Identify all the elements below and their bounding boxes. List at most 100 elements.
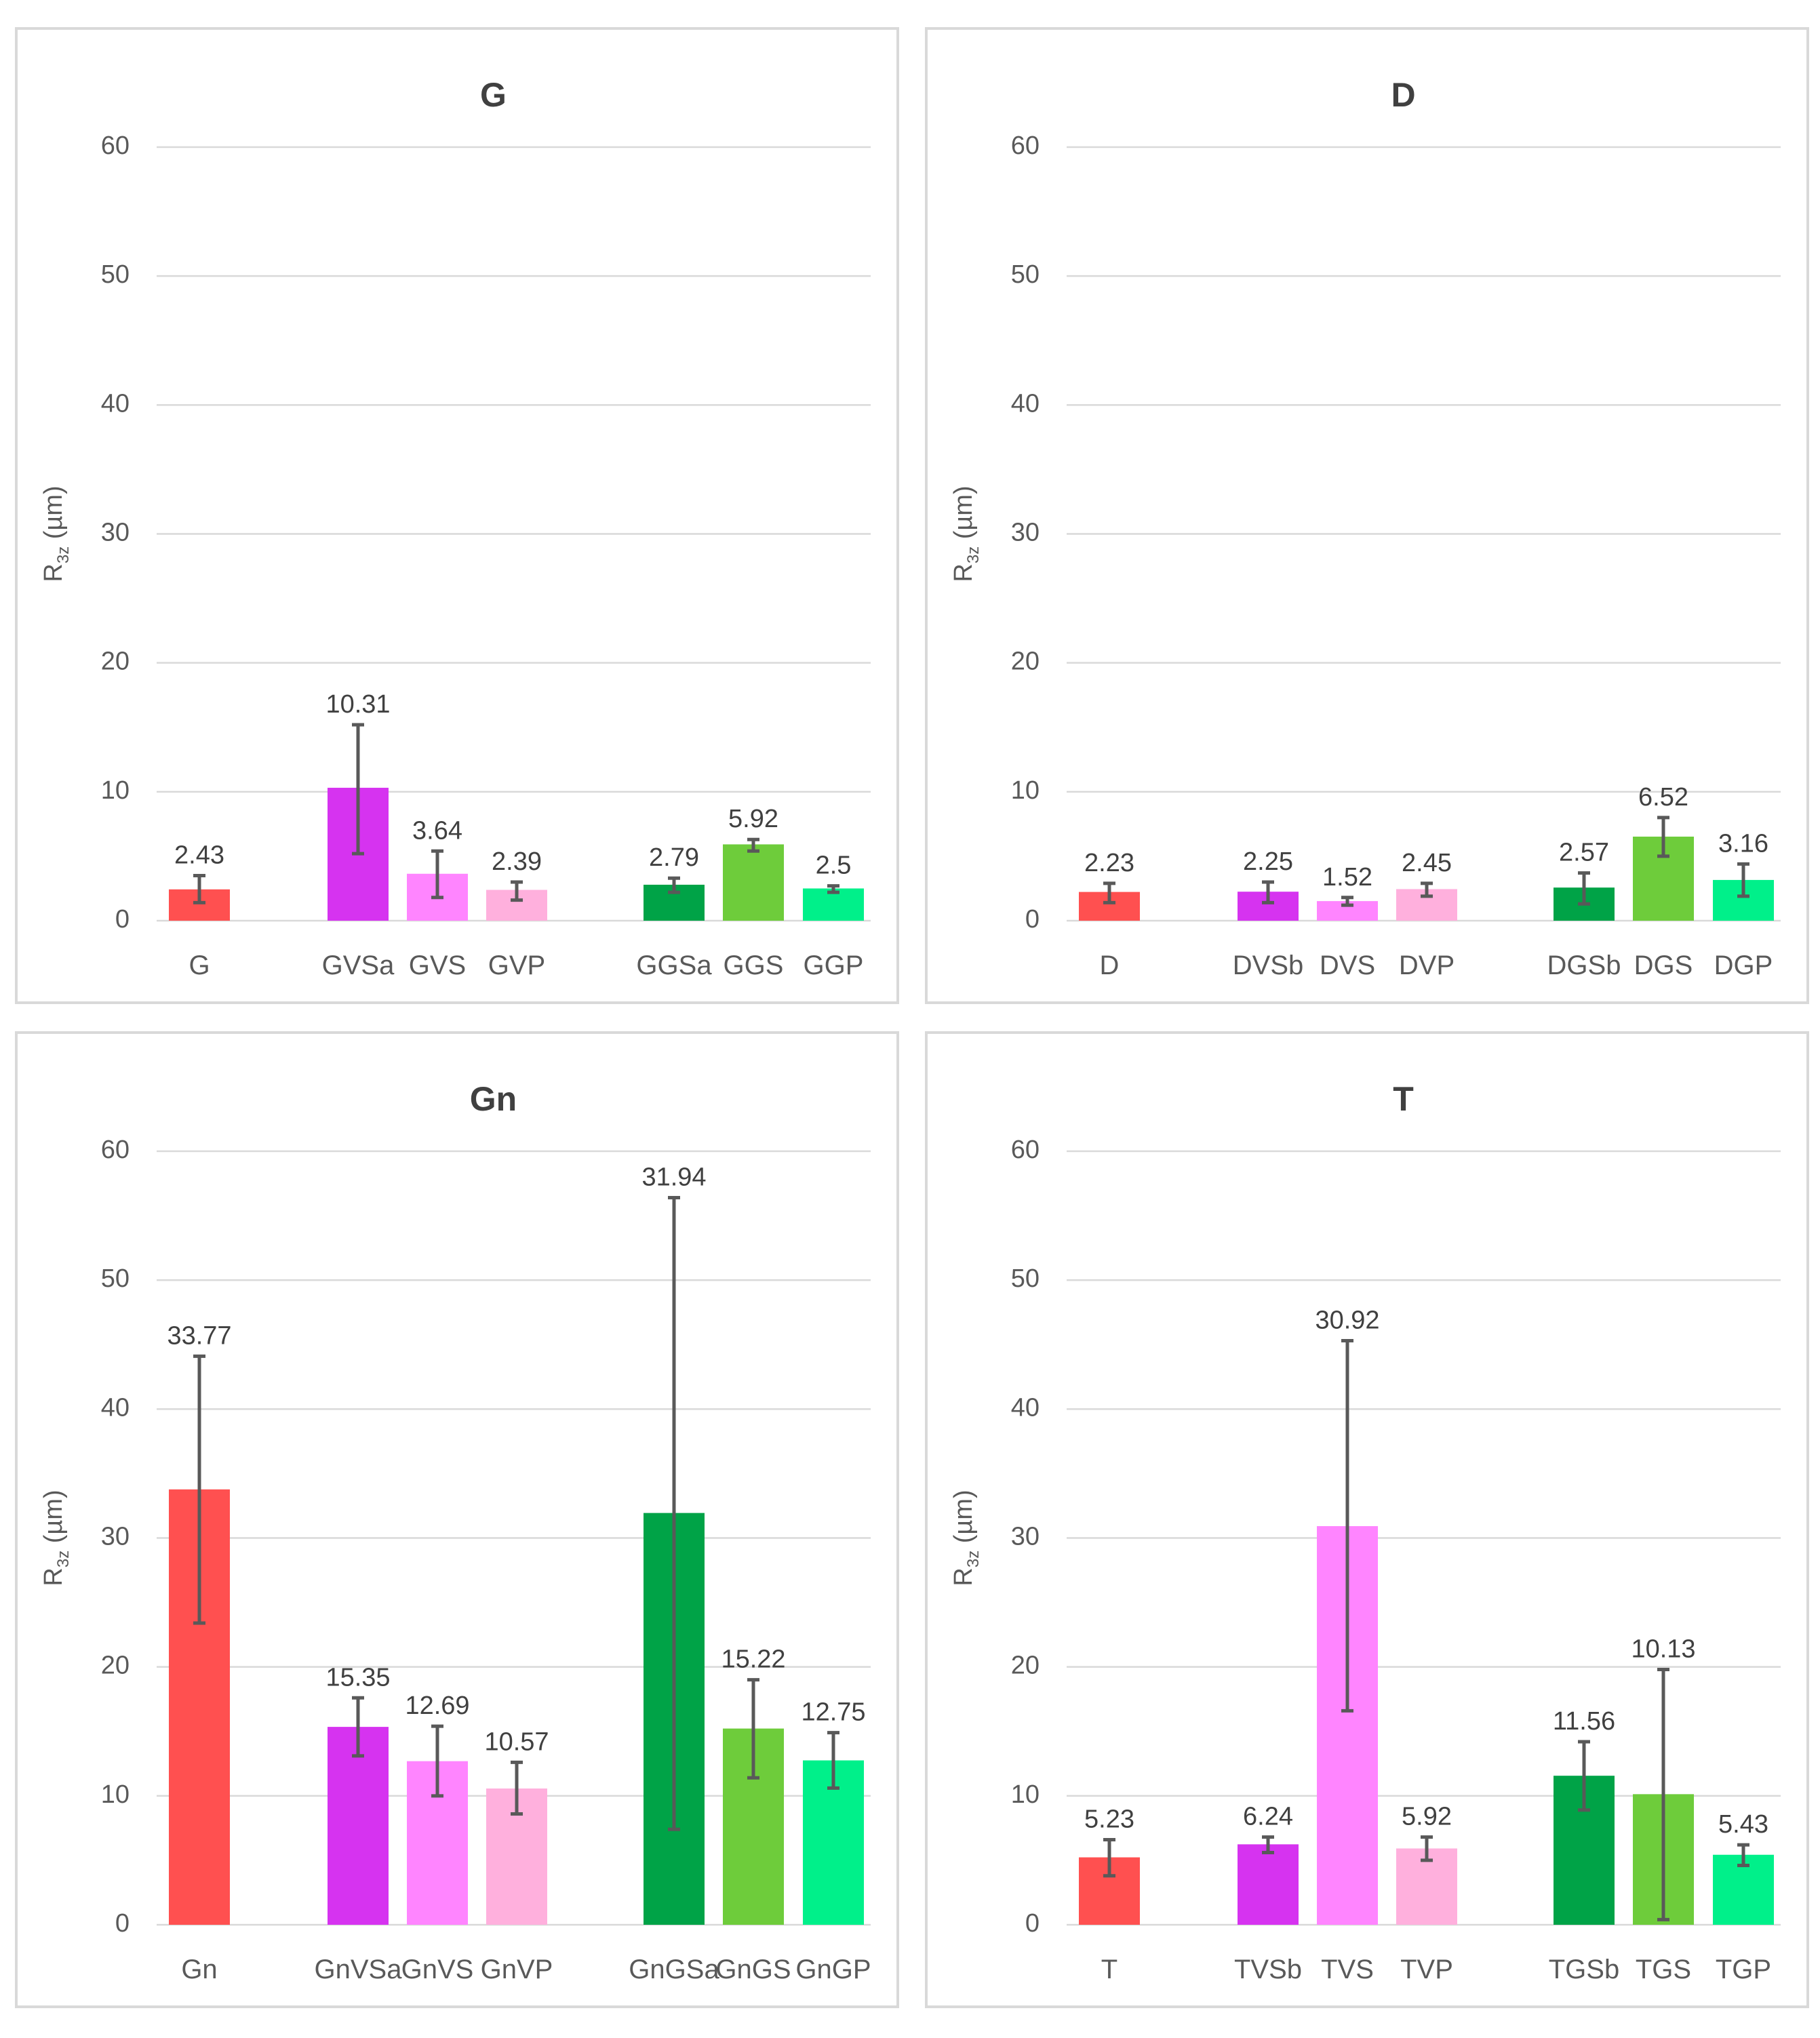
error-bar-tvsb (1262, 1835, 1274, 1855)
y-axis-label: R3z (µm) (39, 485, 73, 582)
y-axis-label-sub: 3z (54, 546, 73, 563)
data-label-gn: 33.77 (167, 1321, 231, 1350)
error-bar-tgp (1737, 1843, 1749, 1868)
data-label-ggs: 5.92 (728, 805, 778, 833)
data-label-dvs: 1.52 (1322, 863, 1372, 892)
y-tick-label: 40 (101, 389, 130, 418)
error-bar-ggsa (668, 876, 680, 894)
data-label-gngp: 12.75 (801, 1698, 865, 1727)
y-axis-label-unit: (µm) (39, 1490, 68, 1550)
data-label-tgp: 5.43 (1718, 1810, 1768, 1839)
data-label-dvp: 2.45 (1402, 849, 1452, 877)
x-tick-label-gngsa: GnGSa (629, 1955, 719, 1984)
y-axis-label: R3z (µm) (949, 485, 983, 582)
x-tick-label-gvsa: GVSa (322, 951, 395, 980)
error-bar-gvsa (352, 723, 364, 856)
y-tick-label: 10 (101, 776, 130, 805)
y-tick-label: 40 (1011, 1393, 1040, 1422)
error-bar-gngp (827, 1731, 839, 1790)
data-label-gvp: 2.39 (492, 847, 542, 876)
bar-gnvsa (328, 1727, 389, 1925)
error-bar-tgsb (1578, 1740, 1590, 1812)
x-tick-label-dgsb: DGSb (1547, 951, 1621, 980)
x-tick-label-dvs: DVS (1320, 951, 1375, 980)
x-tick-label-d: D (1100, 951, 1120, 980)
y-tick-label: 30 (101, 1523, 130, 1551)
y-axis-label-sub: 3z (54, 1551, 73, 1567)
y-tick-label: 60 (101, 132, 130, 160)
y-axis-label-unit: (µm) (39, 485, 68, 546)
x-tick-label-gvp: GVP (488, 951, 545, 980)
y-tick-label: 40 (101, 1393, 130, 1422)
x-tick-label-gnvs: GnVS (401, 1955, 474, 1984)
error-bar-dvp (1421, 881, 1433, 898)
error-bar-dgp (1737, 862, 1749, 898)
error-bar-g (193, 873, 205, 904)
y-axis-label-main: R (949, 563, 978, 582)
error-bar-ggp (827, 884, 839, 894)
data-label-dgp: 3.16 (1718, 829, 1768, 858)
error-bar-tvp (1421, 1835, 1433, 1862)
x-tick-label-t: T (1101, 1955, 1117, 1984)
y-tick-label: 30 (1011, 519, 1040, 547)
error-bar-dvs (1341, 896, 1353, 907)
chart-svg-d: D 0 10 20 30 40 50 60 R3z (µm) 2.23 D 2.25 DVSb 1.52 D… (949, 76, 1781, 980)
y-tick-label: 20 (1011, 1652, 1040, 1680)
x-tick-label-gnvp: GnVP (481, 1955, 553, 1984)
x-tick-label-dvp: DVP (1399, 951, 1455, 980)
error-bar-gvs (431, 849, 443, 900)
error-bar-gnvs (431, 1724, 443, 1798)
data-label-gvsa: 10.31 (325, 690, 390, 719)
x-tick-label-tvs: TVS (1321, 1955, 1374, 1984)
y-tick-label: 20 (1011, 647, 1040, 676)
error-bar-gvp (511, 880, 523, 902)
chart-svg-gn: Gn 0 10 20 30 40 50 60 R3z (µm) 33.77 Gn 15.35 GnVSa… (39, 1080, 871, 1984)
x-tick-label-tvp: TVP (1400, 1955, 1453, 1984)
x-tick-label-dgp: DGP (1714, 951, 1773, 980)
error-bar-dvsb (1262, 880, 1274, 904)
data-label-ggsa: 2.79 (649, 843, 699, 872)
data-label-tgs: 10.13 (1631, 1635, 1695, 1663)
error-bar-t (1103, 1837, 1115, 1878)
y-axis-label-main: R (949, 1567, 978, 1586)
bar-ggs (723, 844, 784, 921)
x-tick-label-gngs: GnGS (715, 1955, 791, 1984)
chart-panel-t: T 0 10 20 30 40 50 60 R3z (µm) 5.23 T 6.24 TVSb 30.92… (925, 1031, 1809, 2008)
data-label-gvs: 3.64 (412, 816, 462, 845)
x-tick-label-ggs: GGS (724, 951, 784, 980)
y-axis-label: R3z (µm) (949, 1490, 983, 1586)
y-axis-label-sub: 3z (964, 546, 983, 563)
data-label-gnvsa: 15.35 (325, 1663, 390, 1692)
x-tick-label-tgsb: TGSb (1549, 1955, 1619, 1984)
error-bar-dgs (1657, 816, 1669, 858)
data-label-ggp: 2.5 (816, 852, 852, 880)
chart-svg-t: T 0 10 20 30 40 50 60 R3z (µm) 5.23 T 6.24 TVSb 30.92… (949, 1080, 1781, 1984)
y-tick-label: 20 (101, 1652, 130, 1680)
data-label-dvsb: 2.25 (1243, 847, 1293, 876)
y-tick-label: 60 (101, 1136, 130, 1164)
error-bar-gnvp (511, 1760, 523, 1816)
error-bar-gnvsa (352, 1696, 364, 1758)
x-tick-label-gnvsa: GnVSa (315, 1955, 403, 1984)
x-tick-label-dgs: DGS (1634, 951, 1693, 980)
y-tick-label: 0 (1025, 1909, 1040, 1938)
y-tick-label: 50 (101, 1264, 130, 1293)
y-axis-label-sub: 3z (964, 1551, 983, 1567)
chart-title-gn: Gn (470, 1080, 517, 1118)
y-tick-label: 30 (101, 519, 130, 547)
x-tick-label-tgp: TGP (1716, 1955, 1771, 1984)
error-bar-dgsb (1578, 871, 1590, 906)
data-label-d: 2.23 (1084, 849, 1134, 877)
y-tick-label: 30 (1011, 1523, 1040, 1551)
x-tick-label-tgs: TGS (1636, 1955, 1691, 1984)
chart-panel-g: G 0 10 20 30 40 50 60 R3z (µm) 2.43 G 10.31 GVSa 3.64… (15, 27, 899, 1004)
y-axis-label-unit: (µm) (949, 1490, 978, 1550)
data-label-tvsb: 6.24 (1243, 1803, 1293, 1831)
y-tick-label: 50 (1011, 1264, 1040, 1293)
error-bar-gngs (747, 1678, 759, 1780)
y-tick-label: 0 (115, 1909, 130, 1938)
data-label-dgs: 6.52 (1638, 783, 1688, 812)
x-tick-label-g: G (189, 951, 210, 980)
x-tick-label-gn: Gn (181, 1955, 217, 1984)
y-axis-label-main: R (39, 563, 68, 582)
